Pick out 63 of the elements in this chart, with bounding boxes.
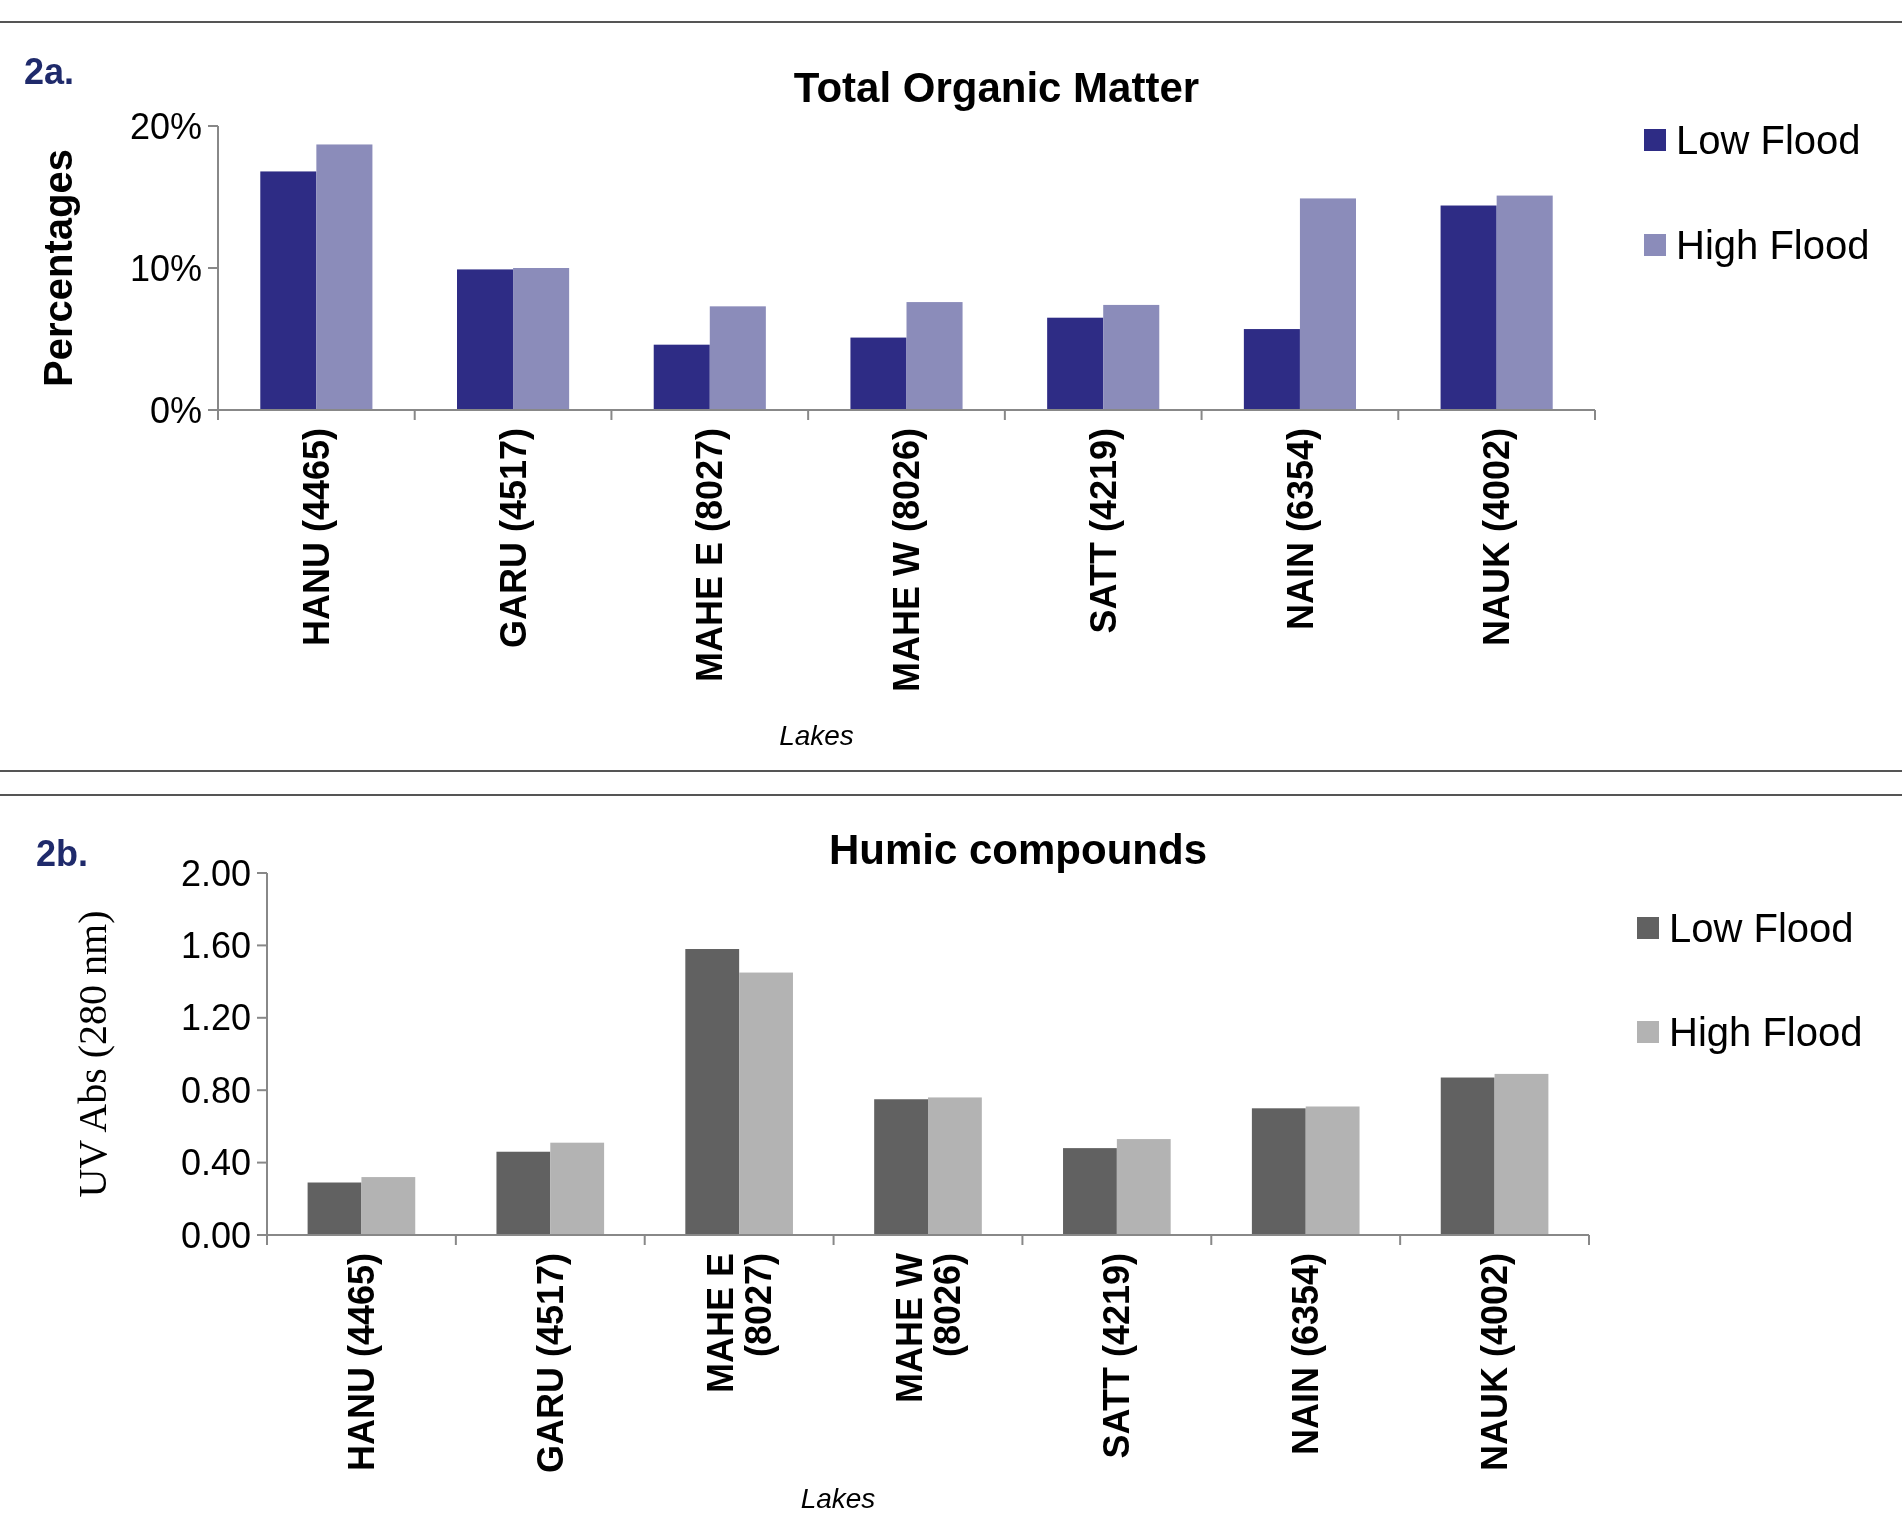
bar: [361, 1177, 416, 1235]
y-tick-label: 0.80: [180, 1069, 251, 1111]
bar: [1243, 329, 1300, 410]
x-tick-label: SATT (4219): [1096, 1253, 1138, 1459]
bar: [1063, 1148, 1117, 1235]
bar: [874, 1099, 928, 1235]
y-axis-title: UV Abs (280 nm): [70, 910, 115, 1198]
x-tick-label: HANU (4465): [295, 428, 337, 647]
x-tick-label: NAUK (4002): [1476, 428, 1518, 647]
x-tick-label: HANU (4465): [341, 1253, 383, 1472]
bar: [1494, 1073, 1549, 1235]
x-tick-label: MAHE E (8027): [699, 1253, 779, 1394]
x-tick-label: GARU (4517): [529, 1253, 571, 1474]
bar: [1047, 317, 1104, 410]
bar: [685, 949, 740, 1235]
text: 2b.: [36, 833, 89, 874]
legend-label: High Flood: [1676, 223, 1870, 267]
x-tick-label: MAHE W (8026): [888, 1252, 968, 1403]
y-tick-label: 0.40: [180, 1142, 251, 1184]
chart-title: Humic compounds: [828, 826, 1208, 873]
bar: [709, 306, 766, 410]
x-tick-label: MAHE E (8027): [689, 428, 731, 683]
x-tick-label: NAUK (4002): [1474, 1253, 1516, 1472]
chart-title: Total Organic Matter: [793, 64, 1200, 111]
bar: [1496, 195, 1553, 410]
bar: [307, 1182, 362, 1235]
x-axis-title: Lakes: [800, 1483, 876, 1514]
x-tick-label: NAIN (6354): [1285, 1253, 1327, 1456]
bar: [550, 1142, 605, 1235]
x-tick-label: GARU (4517): [492, 428, 534, 649]
y-tick-label: 2.00: [180, 852, 251, 894]
bar: [513, 268, 570, 410]
bar: [1299, 198, 1356, 410]
text: 2a.: [24, 51, 75, 92]
y-tick-label: 1.20: [180, 997, 251, 1039]
bar: [928, 1097, 982, 1235]
x-tick-label: NAIN (6354): [1279, 428, 1321, 631]
x-tick-label: SATT (4219): [1082, 428, 1124, 634]
legend-label: Low Flood: [1669, 906, 1854, 950]
legend-label: Low Flood: [1676, 118, 1861, 162]
legend-label: High Flood: [1669, 1010, 1863, 1054]
y-tick-label: 0.00: [180, 1214, 251, 1256]
bar: [457, 269, 514, 410]
y-tick-label: 1.60: [180, 925, 251, 966]
x-axis-title: Lakes: [779, 720, 854, 751]
bar: [1116, 1139, 1171, 1235]
y-tick-label: 0%: [149, 389, 202, 431]
bar: [496, 1151, 551, 1235]
bar: [1440, 205, 1497, 410]
bar: [1251, 1108, 1306, 1235]
bar: [739, 972, 793, 1235]
bar: [653, 344, 710, 410]
y-tick-label: 10%: [129, 247, 202, 289]
bar: [316, 144, 373, 410]
bar: [906, 302, 963, 410]
y-axis-title: Percentages: [36, 149, 80, 387]
bar: [850, 337, 907, 410]
y-tick-label: 20%: [129, 105, 202, 147]
bar: [1440, 1077, 1495, 1235]
bar: [260, 171, 317, 410]
bar: [1305, 1106, 1360, 1235]
x-tick-label: MAHE W (8026): [886, 428, 928, 693]
bar: [1103, 304, 1160, 410]
